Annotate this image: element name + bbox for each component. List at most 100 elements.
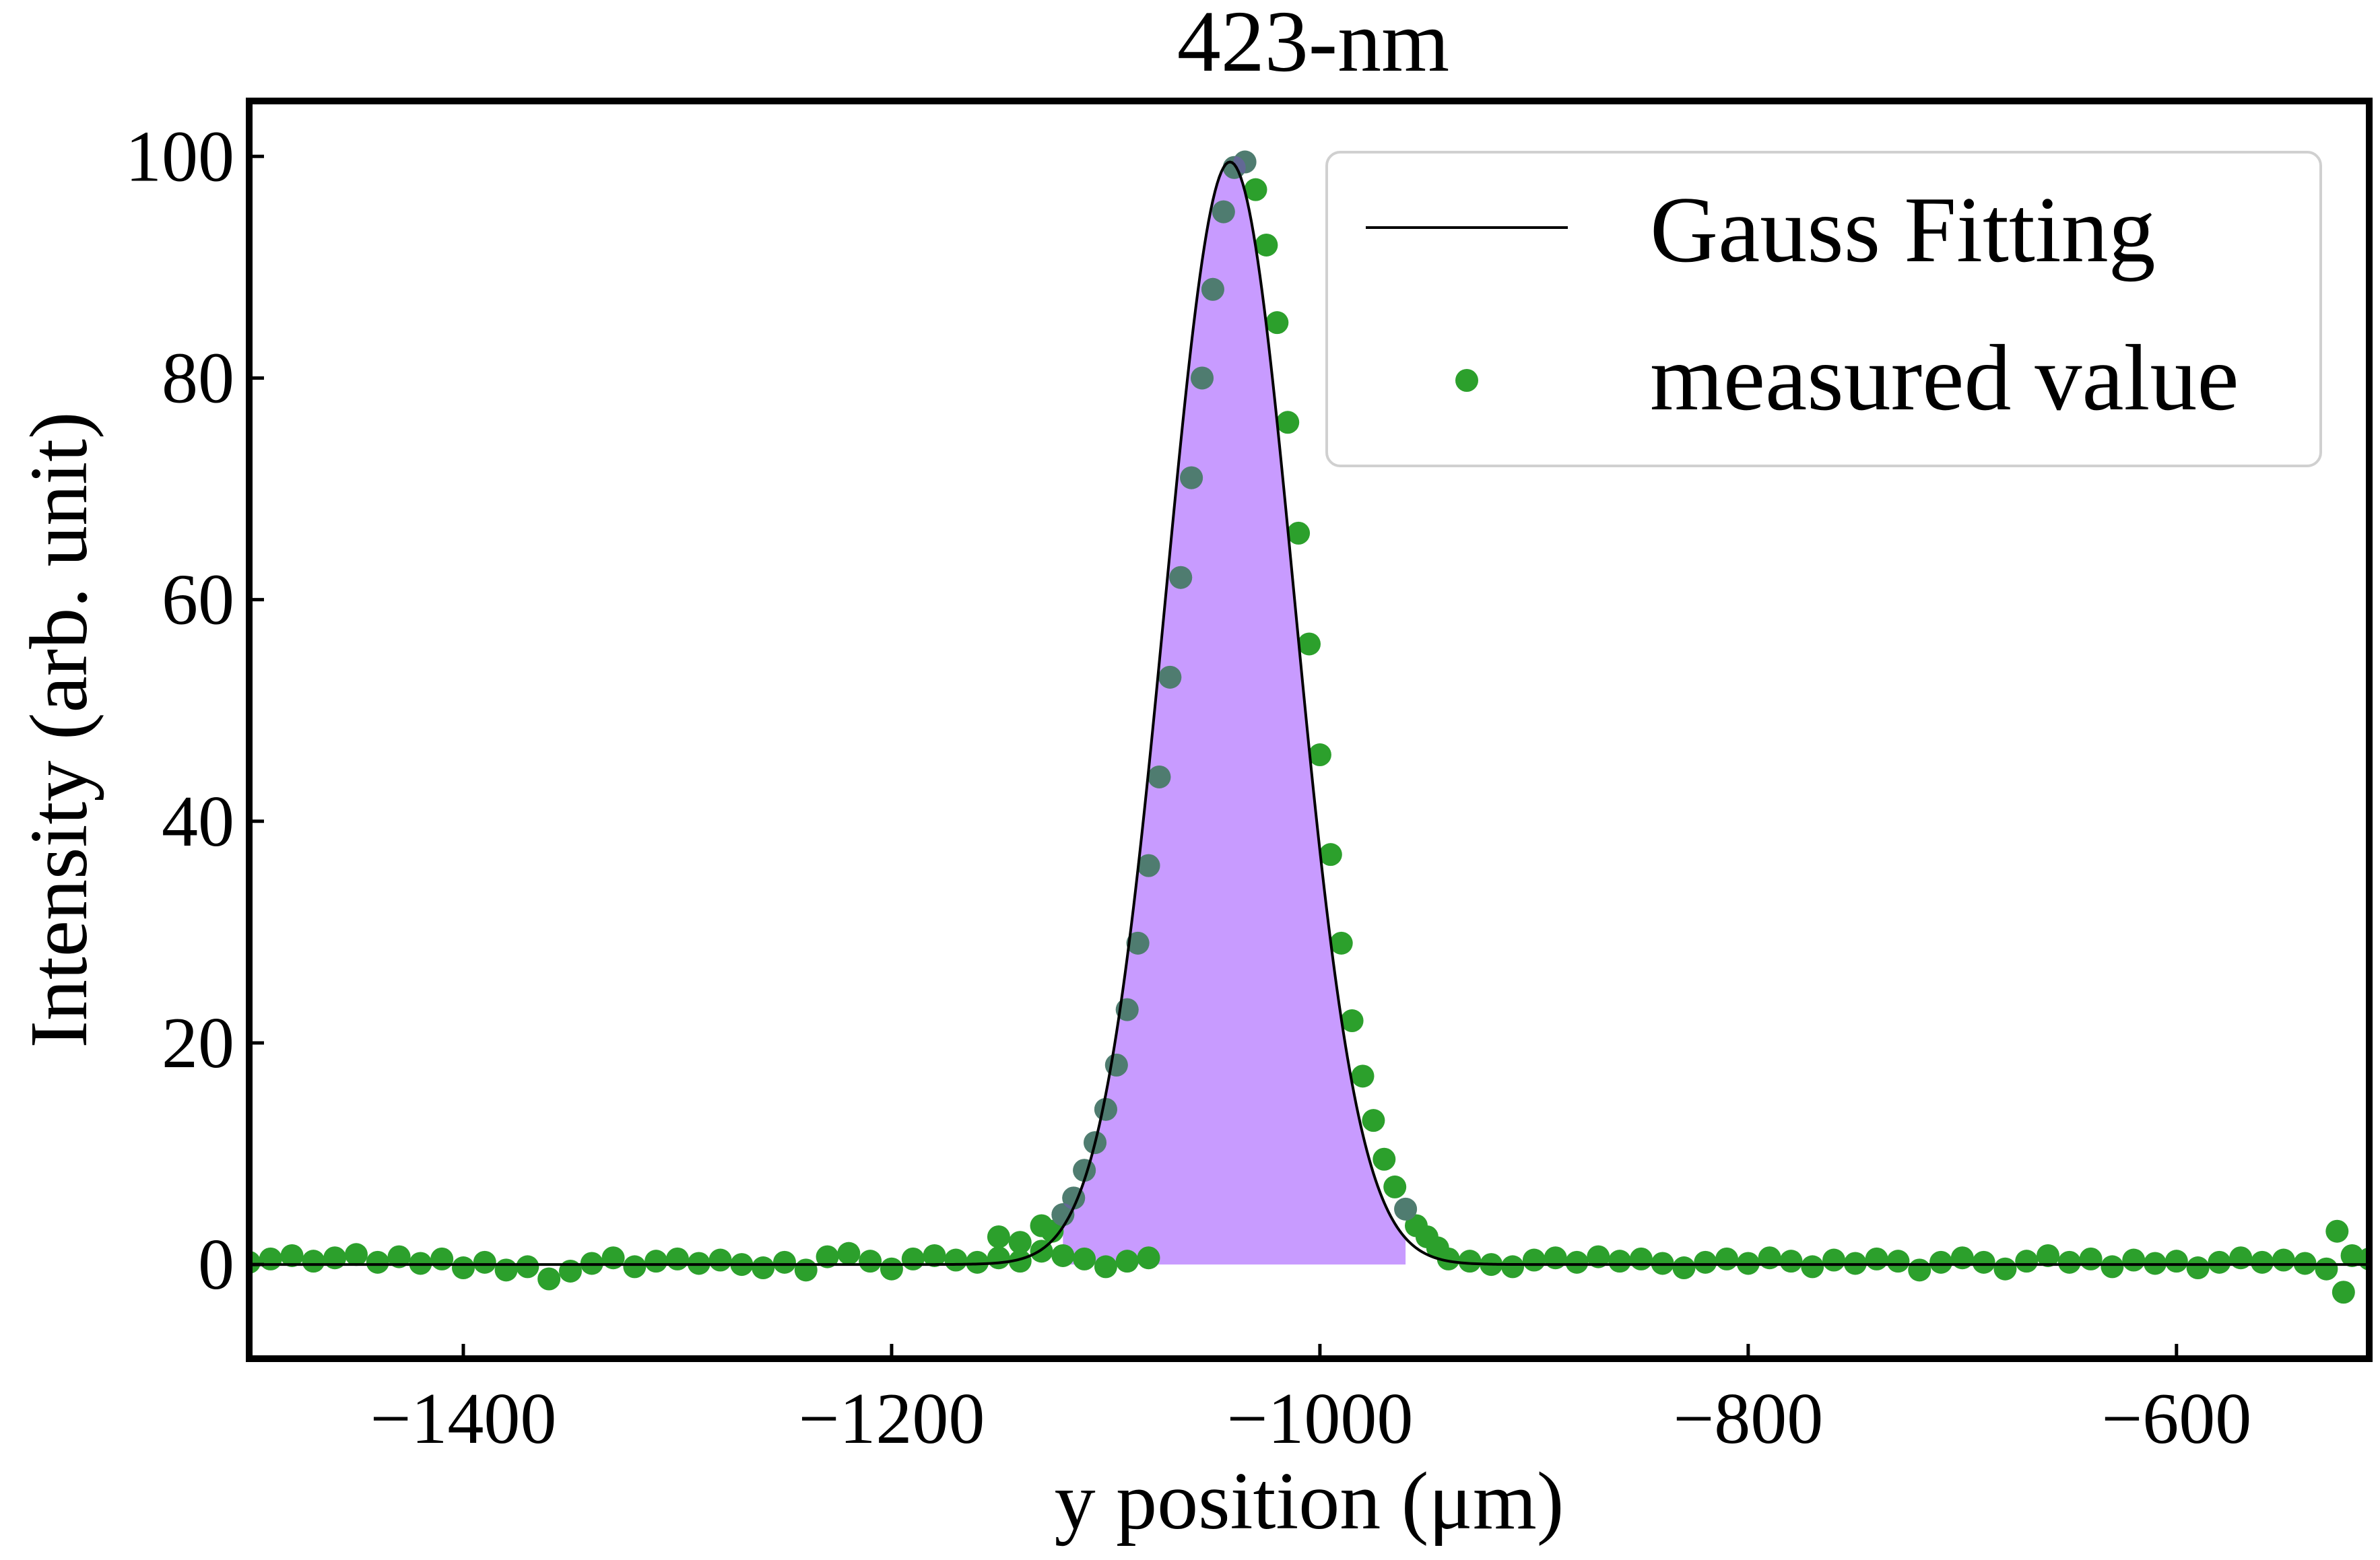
data-point xyxy=(1373,1147,1396,1171)
data-point xyxy=(1265,311,1289,335)
y-tick-label: 80 xyxy=(162,338,234,418)
data-point-overlay xyxy=(1201,277,1224,301)
data-point xyxy=(302,1250,325,1273)
data-point xyxy=(1972,1250,1995,1274)
data-point xyxy=(2315,1257,2338,1281)
data-point xyxy=(923,1244,946,1267)
y-tick-label: 40 xyxy=(162,782,234,862)
data-point xyxy=(2272,1248,2295,1272)
data-point xyxy=(2208,1250,2231,1274)
data-point xyxy=(901,1247,925,1270)
data-point xyxy=(1715,1247,1739,1270)
fit-line xyxy=(249,160,2369,1266)
data-point xyxy=(1565,1250,1589,1274)
y-axis-title: Intensity (arb. unit) xyxy=(13,411,104,1048)
data-point xyxy=(644,1250,668,1273)
data-point xyxy=(1522,1248,1546,1272)
data-point xyxy=(1180,466,1203,489)
legend-box xyxy=(1325,151,2322,467)
x-tick-label: −1400 xyxy=(370,1379,557,1459)
data-point xyxy=(2186,1256,2210,1280)
data-point xyxy=(1137,854,1160,877)
data-point xyxy=(344,1243,368,1266)
data-point xyxy=(2079,1247,2103,1270)
data-point xyxy=(1169,566,1193,589)
y-tick-label: 100 xyxy=(125,116,234,197)
data-point xyxy=(1126,931,1150,955)
data-point xyxy=(708,1248,732,1272)
data-point xyxy=(1694,1250,1717,1274)
data-point xyxy=(1501,1255,1525,1279)
data-point-overlay xyxy=(1126,931,1150,955)
data-point xyxy=(1158,665,1182,689)
data-point-overlay xyxy=(1233,150,1257,174)
data-point xyxy=(366,1250,389,1274)
data-point xyxy=(1608,1250,1632,1273)
data-point xyxy=(1191,366,1214,390)
data-point xyxy=(601,1246,625,1270)
data-point xyxy=(1436,1247,1460,1270)
data-point xyxy=(2037,1244,2060,1267)
data-point xyxy=(966,1250,989,1274)
data-point xyxy=(1758,1246,1781,1270)
data-point-overlay xyxy=(1158,665,1182,689)
data-point xyxy=(1308,743,1331,767)
legend-dot-swatch xyxy=(1455,369,1478,392)
x-axis-title: y position (μm) xyxy=(1055,1456,1564,1547)
x-tick-label: −800 xyxy=(1673,1379,1823,1459)
data-point-overlay xyxy=(1191,366,1214,390)
data-point xyxy=(2251,1250,2274,1274)
x-tick-label: −1000 xyxy=(1226,1379,1413,1459)
data-point xyxy=(2332,1281,2355,1304)
data-point xyxy=(794,1258,818,1282)
data-point xyxy=(1073,1247,1096,1270)
data-point xyxy=(752,1256,775,1280)
data-point xyxy=(2015,1250,2039,1273)
data-point xyxy=(944,1248,968,1272)
data-point xyxy=(2340,1244,2364,1267)
data-point-overlay xyxy=(1180,466,1203,489)
data-point xyxy=(1008,1250,1032,1273)
data-point xyxy=(2057,1250,2081,1274)
data-point xyxy=(1233,150,1257,174)
y-axis: 0 20 40 60 80 100 xyxy=(125,116,264,1305)
data-point xyxy=(1094,1097,1117,1121)
data-point xyxy=(1298,632,1321,656)
data-point xyxy=(1276,411,1300,434)
legend-label-gauss-fitting: Gauss Fitting xyxy=(1650,178,2156,282)
data-point xyxy=(1908,1258,1931,1282)
data-point xyxy=(1458,1250,1482,1273)
data-point xyxy=(1351,1064,1375,1088)
data-point xyxy=(1287,521,1311,545)
legend: Gauss Fitting measured value xyxy=(1325,151,2322,467)
data-point-overlay xyxy=(1137,854,1160,877)
data-point xyxy=(1950,1246,1974,1270)
data-point-overlay xyxy=(1394,1197,1418,1221)
x-tick-label: −600 xyxy=(2101,1379,2251,1459)
data-point xyxy=(1319,843,1342,867)
data-point xyxy=(1051,1203,1075,1227)
data-point xyxy=(1672,1256,1696,1280)
data-point xyxy=(451,1256,475,1280)
data-point xyxy=(2325,1219,2349,1243)
data-point xyxy=(323,1246,347,1270)
data-point xyxy=(1094,1255,1117,1279)
x-axis: −1400 −1200 −1000 −800 −600 xyxy=(370,1344,2251,1459)
data-point xyxy=(1779,1250,1803,1273)
data-point xyxy=(1201,277,1224,301)
y-tick-label: 60 xyxy=(162,560,234,640)
data-point xyxy=(772,1250,796,1274)
data-point xyxy=(1040,1219,1064,1243)
x-tick-label: −1200 xyxy=(798,1379,985,1459)
data-point xyxy=(1929,1250,1953,1274)
plot-frame xyxy=(246,98,2373,1362)
data-point xyxy=(1822,1248,1846,1272)
data-point xyxy=(1801,1255,1824,1279)
y-tick-label: 0 xyxy=(198,1225,234,1305)
data-point xyxy=(259,1247,282,1270)
data-point-overlay xyxy=(1094,1097,1117,1121)
data-point xyxy=(1148,765,1171,788)
data-point xyxy=(859,1250,882,1273)
data-point xyxy=(494,1258,518,1282)
data-point xyxy=(1137,1246,1160,1270)
